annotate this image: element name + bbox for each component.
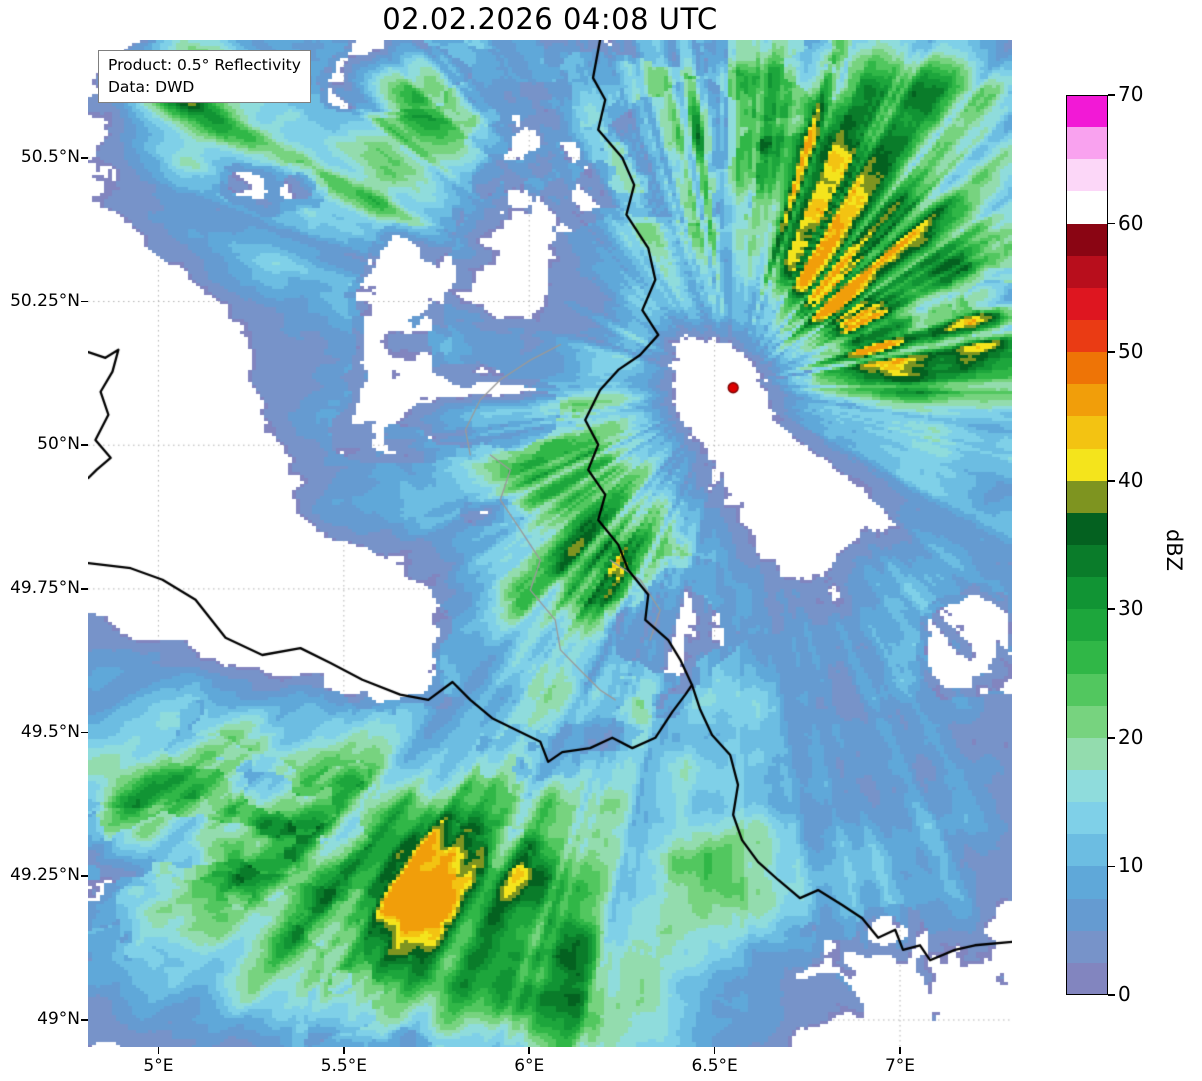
colorbar-tick-mark [1108, 351, 1115, 353]
colorbar-segment [1066, 641, 1108, 674]
colorbar-tick-mark [1108, 479, 1115, 482]
colorbar-tick-mark [1108, 94, 1115, 96]
lat-tick-label: 49°N [37, 1008, 80, 1029]
radar-map-canvas [88, 40, 1012, 1047]
colorbar-segment [1066, 802, 1108, 835]
lon-tick-mark [157, 1047, 160, 1054]
colorbar-segment [1066, 95, 1108, 128]
colorbar-segment [1066, 577, 1108, 610]
lat-tick-mark [81, 731, 88, 734]
lat-tick-label: 50.5°N [20, 146, 80, 167]
lat-tick-mark [81, 300, 88, 303]
lon-tick-label: 6°E [514, 1056, 545, 1076]
lon-tick-label: 7°E [884, 1056, 916, 1076]
product-line: Product: 0.5° Reflectivity [108, 56, 301, 74]
colorbar-segment [1066, 191, 1108, 224]
map-plot: Product: 0.5° Reflectivity Data: DWD [88, 40, 1012, 1047]
lat-tick-label: 50°N [37, 434, 80, 455]
colorbar-segment [1066, 480, 1108, 513]
lat-tick-label: 49.5°N [20, 721, 80, 742]
colorbar-segment [1066, 448, 1108, 481]
colorbar-segment [1066, 159, 1108, 192]
colorbar-segment [1066, 866, 1108, 899]
colorbar-segment [1066, 512, 1108, 546]
colorbar-segment [1066, 287, 1108, 321]
colorbar-tick-mark [1108, 865, 1115, 868]
colorbar-segment [1066, 930, 1108, 963]
colorbar-segment [1066, 255, 1108, 288]
colorbar-tick-label: 30 [1118, 596, 1144, 621]
colorbar-tick-mark [1108, 222, 1115, 225]
colorbar-segment [1066, 962, 1108, 995]
figure-title: 02.02.2026 04:08 UTC [382, 2, 718, 36]
colorbar-segment [1066, 705, 1108, 738]
lat-tick-mark [81, 588, 88, 590]
colorbar-tick-mark [1108, 608, 1115, 611]
info-box: Product: 0.5° Reflectivity Data: DWD [98, 50, 311, 104]
colorbar-segment [1066, 673, 1108, 706]
colorbar-tick-label: 70 [1118, 82, 1144, 106]
lon-tick-mark [713, 1047, 716, 1054]
colorbar-tick-label: 20 [1118, 724, 1144, 749]
lon-tick-mark [899, 1047, 901, 1054]
colorbar [1066, 95, 1108, 995]
colorbar-segment [1066, 416, 1108, 449]
colorbar-segment [1066, 737, 1108, 771]
colorbar-segment [1066, 352, 1108, 385]
lon-tick-mark [343, 1047, 345, 1054]
colorbar-tick-label: 50 [1118, 339, 1144, 364]
lon-tick-mark [528, 1047, 531, 1054]
colorbar-label: dBZ [1162, 528, 1186, 572]
colorbar-segment [1066, 898, 1108, 931]
colorbar-tick-label: 0 [1118, 982, 1131, 1006]
lon-tick-label: 5°E [143, 1056, 174, 1076]
lat-tick-mark [81, 1019, 88, 1021]
lat-tick-label: 50.25°N [10, 290, 80, 311]
lat-tick-mark [81, 444, 88, 446]
colorbar-tick-label: 10 [1118, 853, 1144, 878]
colorbar-segment [1066, 770, 1108, 803]
colorbar-segment [1066, 223, 1108, 256]
colorbar-segment [1066, 609, 1108, 642]
lat-tick-label: 49.75°N [10, 577, 80, 598]
colorbar-tick-label: 40 [1118, 467, 1144, 492]
lat-tick-mark [81, 157, 88, 159]
colorbar-segment [1066, 320, 1108, 353]
data-source-line: Data: DWD [108, 77, 195, 96]
lat-tick-mark [81, 875, 88, 878]
colorbar-segment [1066, 384, 1108, 417]
colorbar-segment [1066, 127, 1108, 160]
lon-tick-label: 5.5°E [320, 1056, 367, 1076]
colorbar-segment [1066, 834, 1108, 867]
colorbar-segment [1066, 545, 1108, 578]
lat-tick-label: 49.25°N [10, 865, 80, 886]
colorbar-tick-mark [1108, 994, 1115, 996]
lon-tick-label: 6.5°E [691, 1056, 738, 1076]
colorbar-tick-mark [1108, 737, 1115, 739]
colorbar-tick-label: 60 [1118, 210, 1144, 235]
